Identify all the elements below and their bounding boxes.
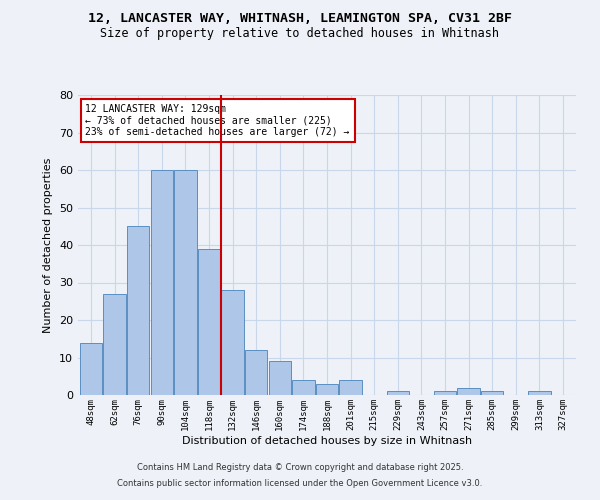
Bar: [316, 384, 338, 395]
Text: Contains HM Land Registry data © Crown copyright and database right 2025.: Contains HM Land Registry data © Crown c…: [137, 464, 463, 472]
Bar: [127, 226, 149, 395]
Bar: [80, 342, 102, 395]
Text: 12 LANCASTER WAY: 129sqm
← 73% of detached houses are smaller (225)
23% of semi-: 12 LANCASTER WAY: 129sqm ← 73% of detach…: [85, 104, 350, 137]
Bar: [198, 249, 220, 395]
Bar: [528, 391, 551, 395]
Bar: [386, 391, 409, 395]
Bar: [292, 380, 314, 395]
Bar: [457, 388, 480, 395]
Bar: [221, 290, 244, 395]
Bar: [340, 380, 362, 395]
X-axis label: Distribution of detached houses by size in Whitnash: Distribution of detached houses by size …: [182, 436, 472, 446]
Text: Size of property relative to detached houses in Whitnash: Size of property relative to detached ho…: [101, 28, 499, 40]
Y-axis label: Number of detached properties: Number of detached properties: [43, 158, 53, 332]
Bar: [245, 350, 268, 395]
Bar: [151, 170, 173, 395]
Bar: [269, 361, 291, 395]
Text: 12, LANCASTER WAY, WHITNASH, LEAMINGTON SPA, CV31 2BF: 12, LANCASTER WAY, WHITNASH, LEAMINGTON …: [88, 12, 512, 26]
Bar: [174, 170, 197, 395]
Bar: [103, 294, 126, 395]
Text: Contains public sector information licensed under the Open Government Licence v3: Contains public sector information licen…: [118, 478, 482, 488]
Bar: [481, 391, 503, 395]
Bar: [434, 391, 456, 395]
